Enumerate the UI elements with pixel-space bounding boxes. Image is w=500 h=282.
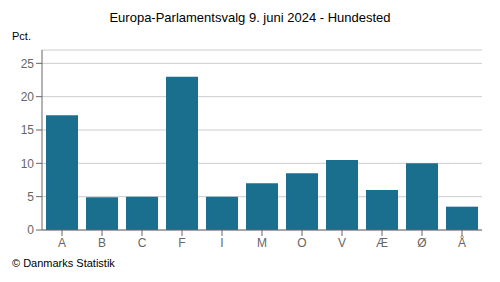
svg-text:F: F (178, 236, 185, 250)
svg-text:M: M (257, 236, 267, 250)
svg-text:I: I (220, 236, 223, 250)
svg-text:O: O (297, 236, 306, 250)
html-text:Europa-Parlamentsvalg 9. juni: Europa-Parlamentsvalg 9. juni 2024 - Hun… (109, 10, 391, 25)
svg-text:5: 5 (27, 190, 34, 204)
svg-text:20: 20 (21, 90, 35, 104)
svg-text:C: C (138, 236, 147, 250)
svg-text:V: V (338, 236, 346, 250)
svg-text:Ø: Ø (417, 236, 426, 250)
svg-text:25: 25 (21, 57, 35, 71)
html-text:© Danmarks Statistik: © Danmarks Statistik (12, 257, 115, 269)
html-text:Pct.: Pct. (12, 30, 31, 42)
svg-text:15: 15 (21, 123, 35, 137)
svg-text:B: B (98, 236, 106, 250)
svg-text:0: 0 (27, 223, 34, 237)
svg-text:10: 10 (21, 157, 35, 171)
svg-text:Æ: Æ (376, 236, 388, 250)
svg-text:Å: Å (458, 235, 466, 250)
svg-text:A: A (58, 236, 66, 250)
